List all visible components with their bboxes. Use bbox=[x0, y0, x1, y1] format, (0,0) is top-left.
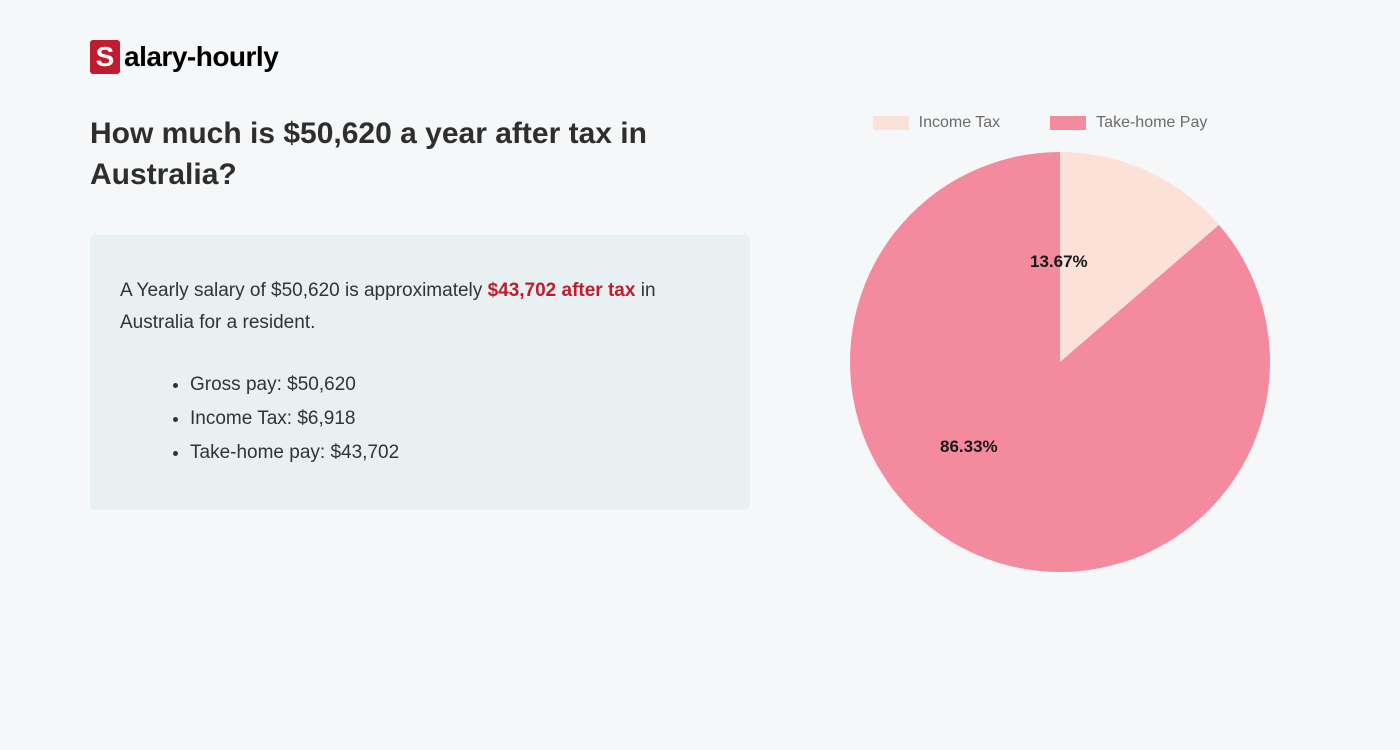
summary-highlight: $43,702 after tax bbox=[488, 280, 636, 301]
site-logo: S alary-hourly bbox=[90, 40, 1310, 74]
legend-swatch bbox=[873, 116, 909, 130]
slice-label-take-home: 86.33% bbox=[940, 437, 998, 457]
logo-text: alary-hourly bbox=[124, 41, 278, 73]
list-item: Take-home pay: $43,702 bbox=[190, 436, 720, 470]
breakdown-list: Gross pay: $50,620 Income Tax: $6,918 Ta… bbox=[120, 368, 720, 471]
legend-swatch bbox=[1050, 116, 1086, 130]
legend-item-income-tax: Income Tax bbox=[873, 114, 1001, 132]
slice-label-income-tax: 13.67% bbox=[1030, 252, 1088, 272]
legend-label: Take-home Pay bbox=[1096, 114, 1207, 132]
list-item: Gross pay: $50,620 bbox=[190, 368, 720, 402]
list-item: Income Tax: $6,918 bbox=[190, 402, 720, 436]
legend-item-take-home: Take-home Pay bbox=[1050, 114, 1207, 132]
summary-box: A Yearly salary of $50,620 is approximat… bbox=[90, 235, 750, 510]
page-title: How much is $50,620 a year after tax in … bbox=[90, 114, 750, 195]
logo-badge: S bbox=[90, 40, 120, 74]
pie-chart: 13.67% 86.33% bbox=[850, 152, 1270, 572]
summary-pre: A Yearly salary of $50,620 is approximat… bbox=[120, 280, 488, 301]
chart-legend: Income Tax Take-home Pay bbox=[810, 114, 1310, 132]
summary-text: A Yearly salary of $50,620 is approximat… bbox=[120, 275, 720, 340]
pie-svg bbox=[850, 152, 1270, 572]
legend-label: Income Tax bbox=[919, 114, 1001, 132]
